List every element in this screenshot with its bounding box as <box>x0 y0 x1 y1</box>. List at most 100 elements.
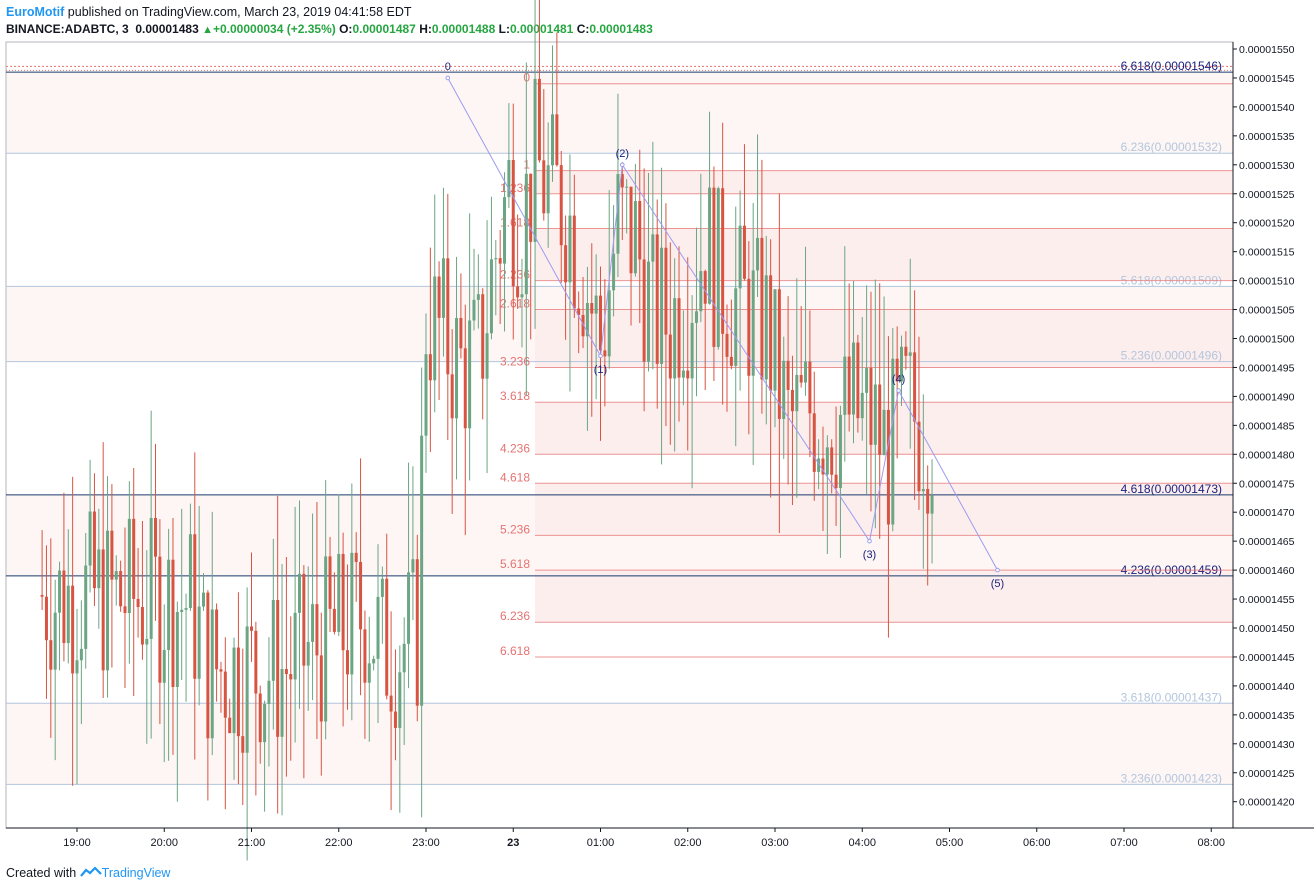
candle-body <box>441 258 445 318</box>
candle-body <box>834 474 838 489</box>
candle-body <box>629 186 633 274</box>
candle-body <box>760 237 764 380</box>
candle-body <box>764 275 768 380</box>
candle-body <box>171 559 175 687</box>
candle-body <box>476 294 480 300</box>
candle-body <box>847 356 851 415</box>
x-tick-label: 04:00 <box>848 837 876 849</box>
candle-body <box>524 173 528 295</box>
candle-body <box>40 594 44 597</box>
candle-body <box>250 626 253 631</box>
fib-ratio-label: 2.618 <box>500 297 530 311</box>
candle-body <box>337 553 341 632</box>
candle-body <box>232 647 236 734</box>
x-tick-label: 05:00 <box>936 837 964 849</box>
candle-body <box>856 342 860 419</box>
candle-body <box>402 643 406 673</box>
candle-body <box>599 295 602 351</box>
candle-body <box>620 174 624 188</box>
fib-level-label: 3.236(0.00001423) <box>1121 771 1222 785</box>
candle-body <box>236 647 240 737</box>
candle-body <box>263 704 267 743</box>
candle-body <box>450 374 454 419</box>
candle-body <box>258 693 262 743</box>
candle-body <box>114 571 118 580</box>
candle-body <box>808 361 812 414</box>
candle-body <box>463 348 467 429</box>
candle-body <box>367 663 371 683</box>
candle-body <box>446 258 450 375</box>
candle-body <box>97 549 101 589</box>
candle-body <box>655 234 659 364</box>
last-price: 0.00001483 <box>135 22 199 36</box>
candle-body <box>681 370 685 378</box>
fib-band <box>7 72 1232 154</box>
fib-ratio-label: 3.236 <box>500 354 530 368</box>
candle-body <box>372 658 376 664</box>
fib-band-left <box>535 483 1232 536</box>
y-tick-label: 0.00001545 <box>1239 73 1295 85</box>
candle-body <box>206 592 210 739</box>
symbol-legend: BINANCE:ADABTC, 3 0.00001483 ▲+0.0000003… <box>6 22 653 36</box>
open-label: O: <box>339 22 353 36</box>
fib-level-label: 6.618(0.00001546) <box>1121 59 1222 73</box>
y-tick-label: 0.00001425 <box>1239 768 1295 780</box>
candle-body <box>468 320 472 429</box>
up-triangle-icon: ▲ <box>202 24 213 36</box>
x-tick-label: 23 <box>507 837 519 849</box>
candle-body <box>123 606 127 614</box>
candle-body <box>433 276 437 381</box>
candle-body <box>158 556 162 683</box>
fib-ratio-label: 1.618 <box>500 215 530 229</box>
y-tick-label: 0.00001465 <box>1239 536 1295 548</box>
candle-body <box>210 609 214 739</box>
candle-body <box>485 333 489 379</box>
candle-body <box>646 261 650 362</box>
y-tick-label: 0.00001505 <box>1239 305 1295 317</box>
candle-body <box>302 573 306 666</box>
candle-body <box>49 640 53 670</box>
author-name[interactable]: EuroMotif <box>6 5 65 19</box>
candle-body <box>747 278 751 376</box>
candle-body <box>459 317 463 349</box>
candle-body <box>175 612 179 687</box>
candle-body <box>694 311 698 323</box>
fib-ratio-label: 5.618 <box>500 557 530 571</box>
candle-body <box>223 671 227 718</box>
candle-body <box>590 303 594 314</box>
candle-body <box>660 247 664 364</box>
candle-body <box>119 571 123 607</box>
candle-body <box>716 188 720 347</box>
candle-body <box>633 201 637 274</box>
y-tick-label: 0.00001455 <box>1239 594 1295 606</box>
candle-body <box>53 612 57 670</box>
candle-body <box>804 361 808 383</box>
y-tick-label: 0.00001540 <box>1239 102 1295 114</box>
candle-body <box>389 695 393 712</box>
candle-body <box>756 237 760 271</box>
y-tick-label: 0.00001440 <box>1239 681 1295 693</box>
candle-body <box>84 565 88 649</box>
candle-body <box>734 288 738 366</box>
wave-point <box>598 353 603 359</box>
candle-body <box>585 303 589 337</box>
candle-body <box>66 585 70 644</box>
tradingview-link[interactable]: TradingView <box>101 866 171 880</box>
candle-body <box>145 638 149 645</box>
candle-body <box>245 626 249 753</box>
fib-ratio-label: 4.236 <box>500 441 530 455</box>
candle-body <box>721 188 725 334</box>
candle-body <box>926 488 930 514</box>
candle-body <box>564 245 568 283</box>
candle-body <box>132 518 136 599</box>
wave-label: (4) <box>892 374 905 386</box>
candle-body <box>546 165 550 214</box>
candle-body <box>75 660 79 674</box>
candle-body <box>742 225 746 279</box>
x-tick-label: 21:00 <box>238 837 266 849</box>
fib-ratio-label: 5.236 <box>500 522 530 536</box>
wave-point <box>867 538 872 544</box>
candle-body <box>712 187 716 347</box>
candle-body <box>908 352 912 356</box>
